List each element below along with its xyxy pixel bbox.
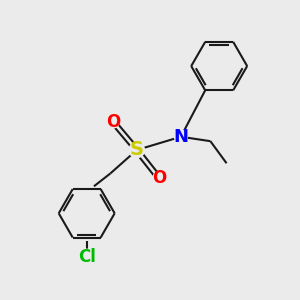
Circle shape <box>107 116 119 128</box>
Text: N: N <box>173 128 188 146</box>
Circle shape <box>129 142 144 158</box>
Circle shape <box>78 249 95 266</box>
Text: O: O <box>152 169 166 187</box>
Text: S: S <box>130 140 144 160</box>
Circle shape <box>153 172 165 184</box>
Text: O: O <box>106 113 120 131</box>
Circle shape <box>174 130 188 143</box>
Text: Cl: Cl <box>78 248 96 266</box>
